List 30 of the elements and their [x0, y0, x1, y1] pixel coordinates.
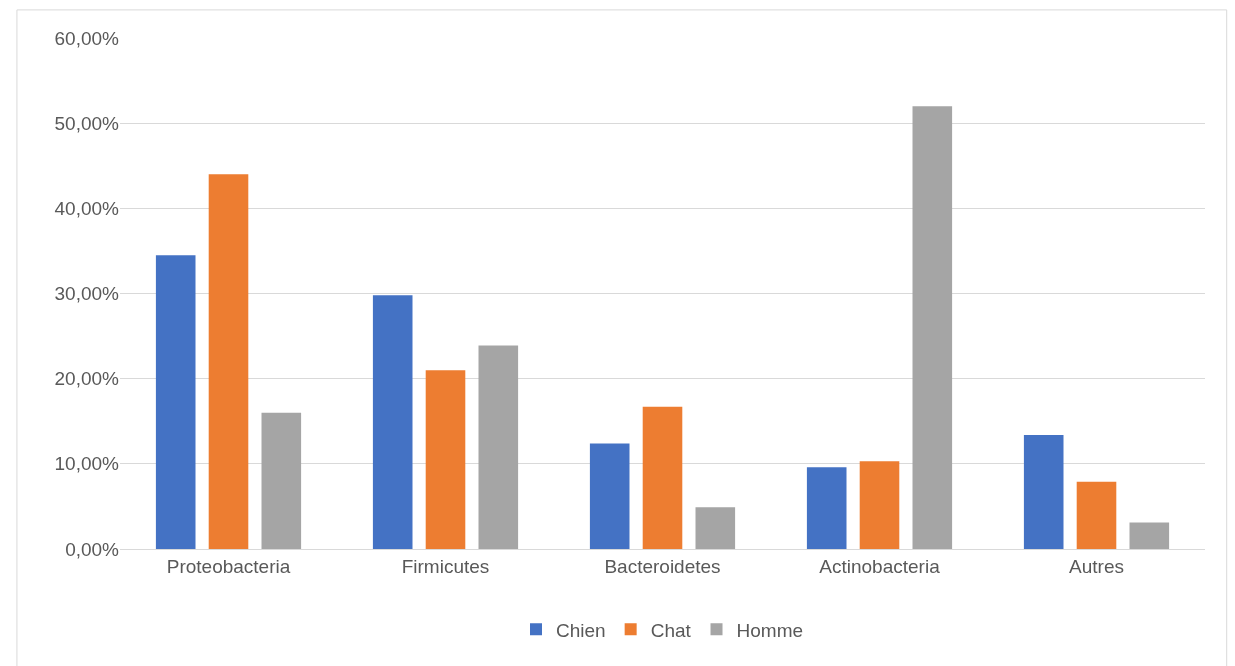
- y-tick-label: 20,00%: [54, 368, 120, 390]
- bar: [155, 255, 196, 549]
- y-tick-label: 10,00%: [54, 453, 120, 475]
- bar: [478, 345, 519, 549]
- bar: [261, 412, 302, 549]
- x-tick-label: Actinobacteria: [819, 555, 941, 577]
- legend-label: Chat: [650, 619, 692, 641]
- bar: [208, 174, 249, 549]
- y-tick-label: 30,00%: [54, 283, 120, 305]
- bar: [912, 106, 953, 549]
- bar: [1076, 481, 1117, 549]
- bar: [806, 467, 847, 549]
- bar: [859, 461, 900, 549]
- bar: [589, 443, 630, 549]
- x-tick-label: Autres: [1069, 555, 1124, 577]
- x-tick-label: Bacteroidetes: [604, 555, 721, 577]
- bar: [642, 406, 683, 549]
- legend-label: Chien: [556, 619, 606, 641]
- bar: [372, 295, 413, 549]
- x-tick-label: Firmicutes: [401, 555, 490, 577]
- y-tick-label: 60,00%: [54, 27, 120, 49]
- y-tick-label: 50,00%: [54, 112, 120, 134]
- bar: [695, 507, 736, 549]
- legend-label: Homme: [736, 619, 804, 641]
- bar: [425, 370, 466, 549]
- bar: [1023, 434, 1064, 549]
- x-tick-label: Proteobacteria: [166, 555, 291, 577]
- bar: [1129, 522, 1170, 549]
- y-tick-label: 0,00%: [65, 538, 120, 560]
- y-tick-label: 40,00%: [54, 197, 120, 219]
